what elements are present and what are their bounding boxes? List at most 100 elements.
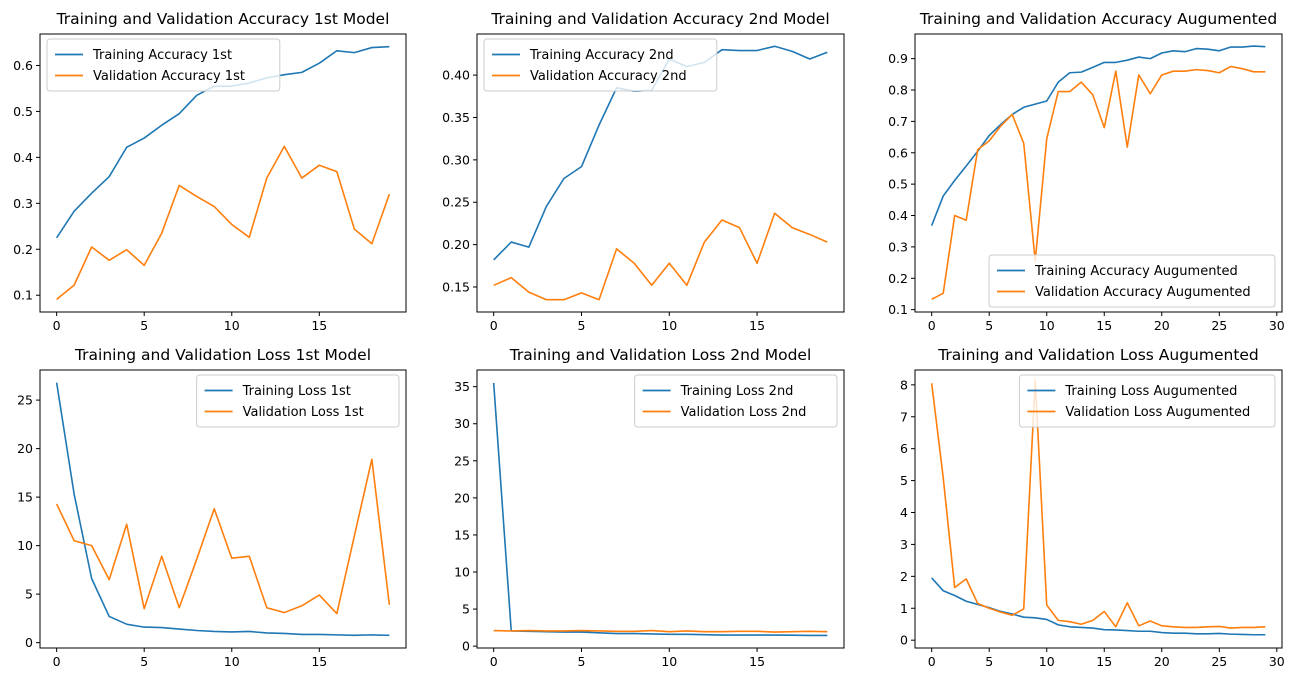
y-tick-label: 0.20 [442, 237, 470, 252]
y-tick-label: 0.5 [13, 104, 33, 119]
series-line-training [492, 382, 828, 637]
legend: Training Accuracy 2nd Validation Accuracy… [483, 38, 718, 92]
series-line-validation [493, 629, 828, 633]
legend: Training Loss 1st Validation Loss 1st [196, 374, 400, 428]
y-tick-label: 0 [462, 639, 470, 654]
x-tick-label: 15 [311, 654, 327, 669]
legend: Training Accuracy Augumented Validation A… [988, 254, 1276, 308]
x-tick-label: 15 [749, 654, 765, 669]
x-tick-label: 15 [311, 318, 327, 333]
chart-5: Training and Validation Loss 2nd Model 0 5… [454, 346, 845, 669]
x-tick-label: 5 [578, 318, 586, 333]
y-tick-label: 15 [17, 490, 33, 505]
chart-title: Training and Validation Loss 1st Model [74, 346, 371, 364]
x-tick-label: 0 [490, 318, 498, 333]
plot-frame [39, 33, 407, 313]
x-tick-label: 25 [1211, 318, 1227, 333]
y-tick-label: 35 [454, 379, 470, 394]
chart-1: Training and Validation Accuracy 1st Mod… [13, 10, 407, 333]
legend-box [988, 254, 1276, 308]
y-tick-label: 0 [900, 633, 908, 648]
y-tick-label: 0.35 [442, 110, 470, 125]
series-line-training [930, 45, 1266, 226]
legend-label: Validation Loss Augumented [1065, 405, 1250, 420]
chart-title: Training and Validation Accuracy 1st Mod… [56, 10, 390, 28]
series-line-validation [56, 145, 391, 300]
y-tick-label: 20 [454, 490, 470, 505]
y-tick-label: 5 [25, 587, 33, 602]
legend: Training Loss Augumented Validation Loss … [1018, 374, 1276, 428]
y-tick-label: 3 [900, 537, 908, 552]
chart-3: Training and Validation Accuracy Augumen… [888, 10, 1285, 333]
y-tick-label: 4 [900, 505, 908, 520]
chart-title: Training and Validation Loss 2nd Model [509, 346, 812, 364]
y-tick-label: 2 [900, 569, 908, 584]
y-tick-label: 0.6 [888, 145, 908, 160]
plot-frame [914, 369, 1283, 649]
x-tick-label: 5 [578, 654, 586, 669]
x-tick-label: 0 [490, 654, 498, 669]
x-tick-label: 30 [1269, 318, 1285, 333]
y-tick-label: 8 [900, 377, 908, 392]
x-tick-label: 15 [749, 318, 765, 333]
legend-label: Training Accuracy 2nd [529, 48, 674, 63]
chart-6: Training and Validation Loss Augumented 0… [900, 346, 1285, 669]
x-tick-label: 0 [53, 318, 61, 333]
y-tick-label: 20 [17, 441, 33, 456]
y-tick-label: 5 [900, 473, 908, 488]
legend-label: Validation Loss 1st [243, 405, 364, 420]
series-line-training [55, 382, 390, 637]
y-tick-label: 15 [454, 527, 470, 542]
plot-frame [39, 369, 407, 649]
y-tick-label: 30 [454, 416, 470, 431]
x-tick-label: 10 [224, 318, 240, 333]
y-tick-label: 25 [17, 393, 33, 408]
y-tick-label: 0.1 [13, 288, 33, 303]
y-tick-label: 10 [17, 538, 33, 553]
y-tick-label: 25 [454, 453, 470, 468]
legend-label: Training Loss 1st [242, 384, 351, 399]
series-line-validation [930, 379, 1266, 629]
x-tick-label: 10 [1039, 318, 1055, 333]
x-tick-label: 25 [1211, 654, 1227, 669]
legend-label: Training Loss 2nd [680, 384, 794, 399]
chart-4: Training and Validation Loss 1st Model 0 5… [17, 346, 407, 669]
chart-2: Training and Validation Accuracy 2nd Mod… [442, 10, 845, 333]
x-tick-label: 20 [1154, 654, 1170, 669]
x-tick-label: 5 [985, 318, 993, 333]
legend-label: Validation Accuracy Augumented [1035, 285, 1251, 300]
x-tick-label: 20 [1154, 318, 1170, 333]
y-tick-label: 0.4 [13, 150, 33, 165]
x-tick-label: 5 [140, 318, 148, 333]
x-tick-label: 30 [1269, 654, 1285, 669]
y-tick-label: 0.25 [442, 195, 470, 210]
legend-box [196, 374, 400, 428]
legend-box [634, 374, 838, 428]
y-tick-label: 6 [900, 441, 908, 456]
x-tick-label: 15 [1096, 318, 1112, 333]
series-line-validation [55, 458, 391, 615]
x-tick-label: 5 [140, 654, 148, 669]
x-tick-label: 10 [661, 318, 677, 333]
y-tick-label: 0.7 [888, 114, 908, 129]
x-tick-label: 0 [928, 654, 936, 669]
legend-box [1018, 374, 1276, 428]
legend-label: Validation Accuracy 2nd [530, 69, 687, 84]
y-tick-label: 0.1 [888, 302, 908, 317]
y-tick-label: 10 [454, 565, 470, 580]
legend-label: Validation Accuracy 1st [93, 69, 245, 84]
x-tick-label: 0 [928, 318, 936, 333]
y-tick-label: 0.6 [13, 58, 33, 73]
legend: Training Accuracy 1st Validation Accuracy… [46, 38, 281, 92]
legend-box [483, 38, 718, 92]
legend-label: Training Loss Augumented [1064, 384, 1237, 399]
series-line-validation [931, 65, 1266, 301]
y-tick-label: 5 [462, 602, 470, 617]
plot-frame [914, 33, 1283, 313]
legend-label: Validation Loss 2nd [681, 405, 807, 420]
x-tick-label: 10 [1039, 654, 1055, 669]
y-tick-label: 0.3 [13, 196, 33, 211]
chart-title: Training and Validation Accuracy 2nd Mod… [490, 10, 829, 28]
y-tick-label: 1 [900, 601, 908, 616]
